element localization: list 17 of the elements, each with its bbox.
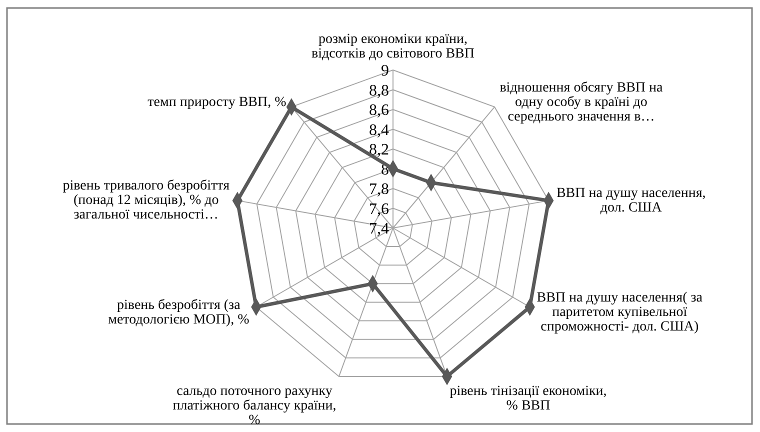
spoke-label: рівень безробіття (за методологією МОП), % [108,298,250,328]
spoke-label: рівень тінізації економіки, % ВВП [450,384,607,414]
y-tick-label: 7,4 [369,220,389,238]
spoke-label: ВВП на душу населення( за паритетом купівельної спроможності- дол. США) [536,290,704,334]
y-tick-label: 7,6 [369,200,389,218]
y-tick-label: 8,8 [369,82,389,100]
spoke-label: відношення обсягу ВВП на одну особу в країні до середнього значення в… [500,80,664,124]
spoke-label: розмір економіки країни, відсотків до світового ВВП [311,32,475,62]
y-tick-label: 8,2 [369,142,389,159]
y-tick-label: 7,8 [369,181,389,198]
y-tick-label: 8,6 [369,102,389,120]
spoke-label: рівень тривалого безробіття (понад 12 місяців), % до загальної чисельності… [62,178,230,223]
spoke-label: ВВП на душу населення, дол. США [556,186,706,216]
y-tick-label: 8,4 [369,122,389,139]
y-tick-label: 9 [381,62,389,80]
spoke-label: темп приросту ВВП, % [148,94,287,110]
spoke-label: сальдо поточного рахунку платіжного балансу країни, % [172,384,336,428]
